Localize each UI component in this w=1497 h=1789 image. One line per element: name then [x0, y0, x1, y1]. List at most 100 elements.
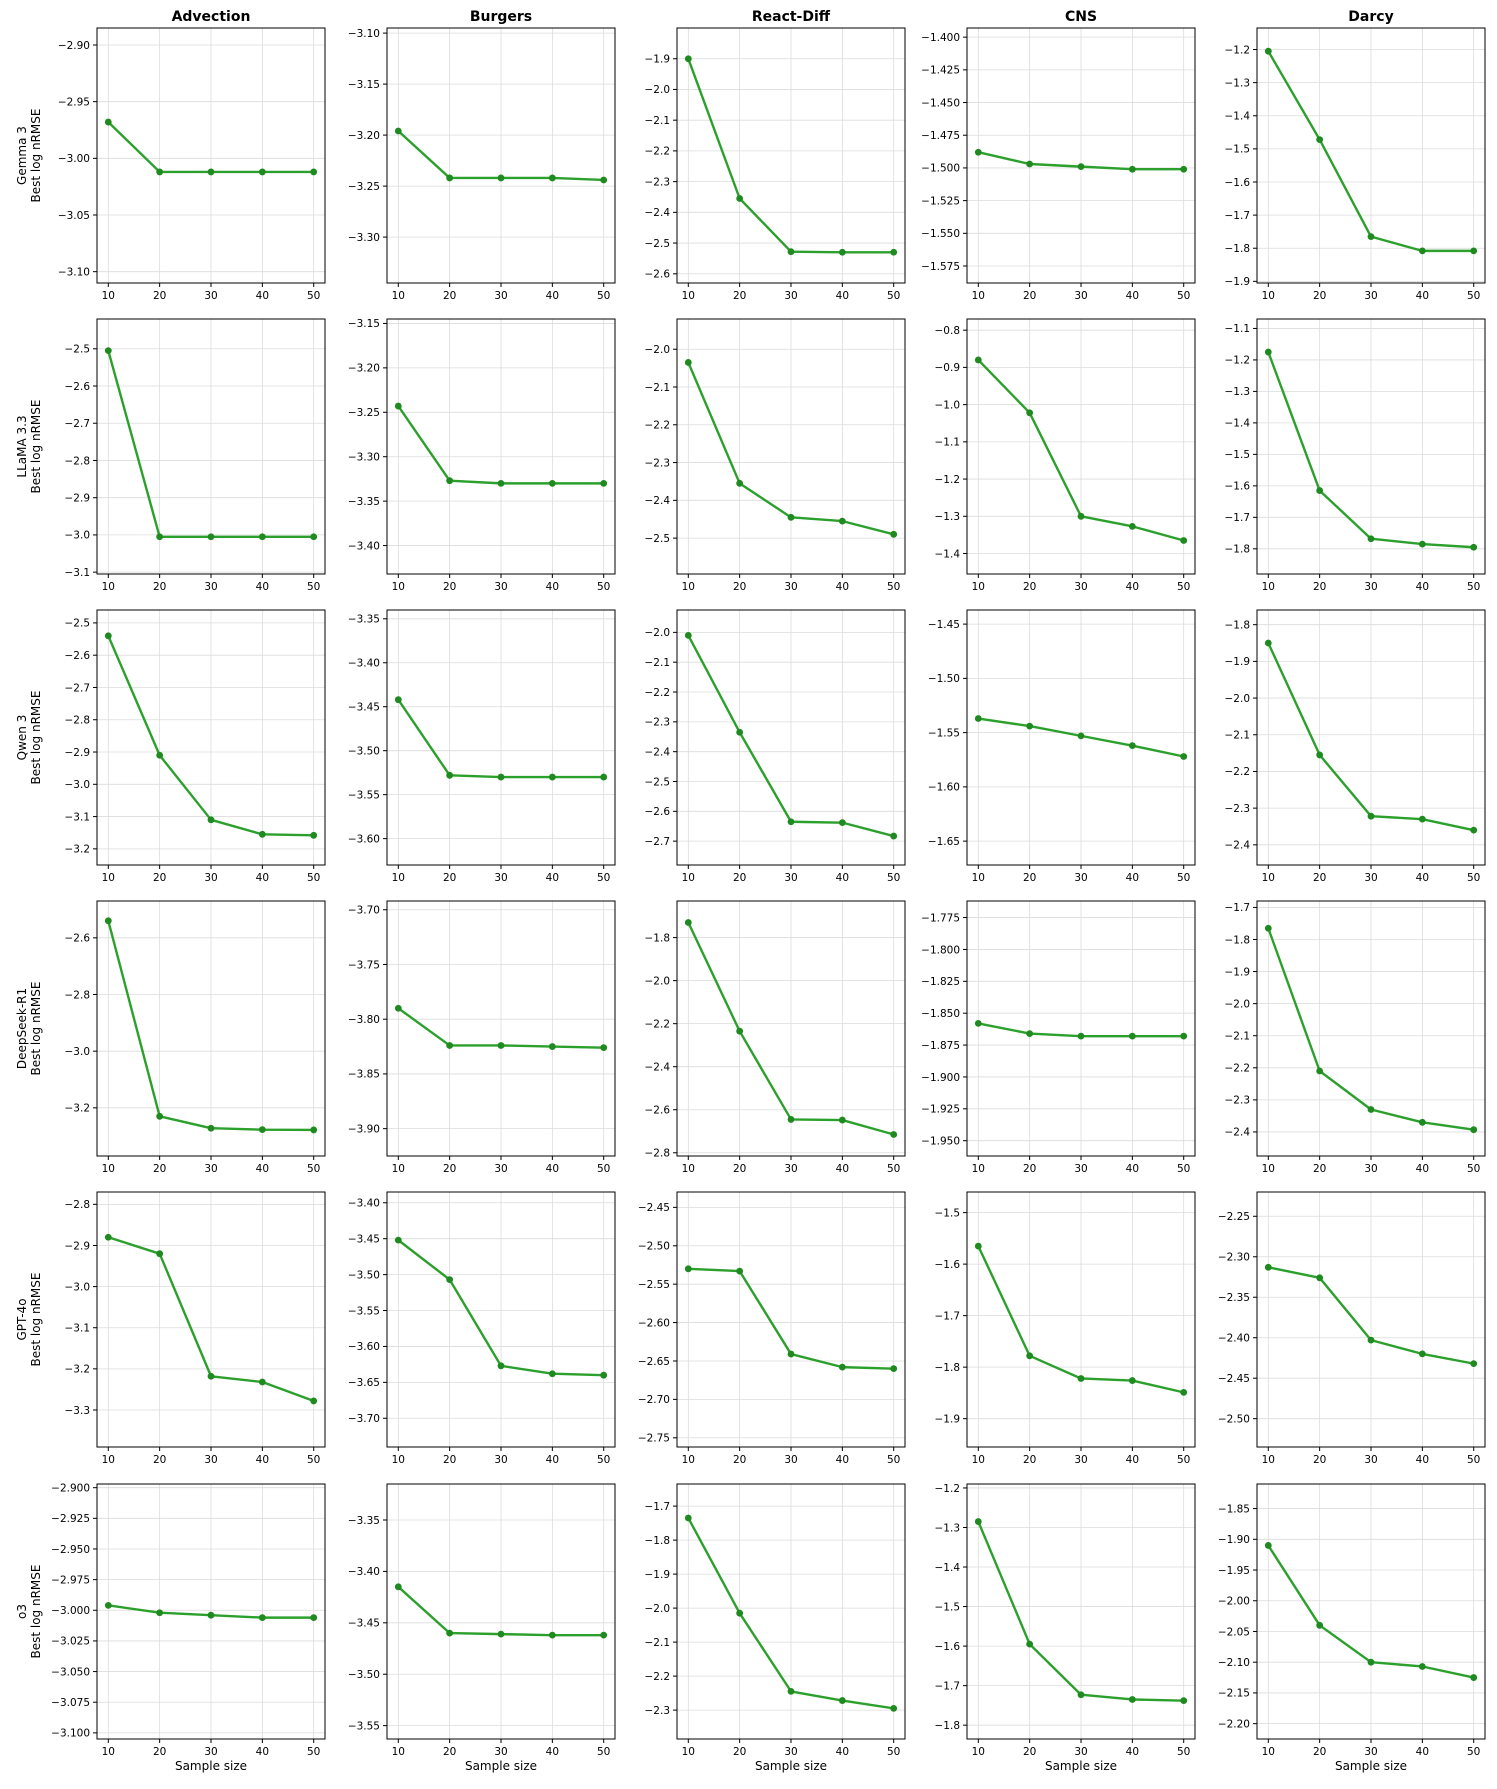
- data-point: [1026, 1640, 1034, 1648]
- y-tick-label: −2.0: [645, 1603, 671, 1615]
- x-tick-label: 10: [392, 872, 405, 884]
- data-point: [684, 919, 692, 926]
- data-point: [104, 118, 112, 126]
- y-tick-label: −2.2: [645, 1018, 671, 1030]
- data-point: [394, 1236, 402, 1244]
- y-tick-label: −1.7: [935, 1680, 961, 1692]
- data-point: [1180, 1388, 1188, 1396]
- x-tick-label: 40: [1126, 581, 1139, 593]
- y-tick-label: −1.8: [645, 1535, 671, 1547]
- x-tick-label: 10: [102, 1163, 115, 1175]
- y-tick-label: −2.90: [58, 40, 90, 52]
- y-tick-label: −2.9: [65, 747, 91, 759]
- data-point: [890, 1365, 898, 1373]
- x-tick-label: 10: [682, 1746, 695, 1758]
- data-point: [156, 1250, 164, 1258]
- y-tick-label: −1.3: [1225, 386, 1251, 398]
- x-tick-label: 10: [102, 1746, 115, 1758]
- x-tick-label: 20: [443, 1746, 456, 1758]
- row-label-3: DeepSeek-R1 Best log nRMSE: [15, 982, 43, 1076]
- x-tick-label: 20: [1313, 581, 1326, 593]
- y-tick-label: −3.10: [348, 28, 380, 40]
- data-point: [890, 1131, 898, 1138]
- x-tick-label: 50: [597, 290, 610, 302]
- data-point: [890, 1705, 898, 1712]
- x-tick-label: 40: [1416, 581, 1429, 593]
- y-tick-label: −2.0: [645, 84, 671, 96]
- x-tick-label: 40: [1126, 1746, 1139, 1758]
- x-tick-label: 40: [256, 581, 269, 593]
- x-tick-label: 30: [494, 290, 507, 302]
- y-tick-label: −3.25: [348, 407, 380, 419]
- y-tick-label: −2.1: [1225, 730, 1251, 742]
- y-tick-label: −1.575: [921, 261, 960, 273]
- data-point: [310, 831, 318, 839]
- y-tick-label: −1.9: [645, 1569, 671, 1581]
- data-point: [1026, 1030, 1034, 1037]
- x-tick-label: 30: [494, 872, 507, 884]
- data-point: [1264, 639, 1272, 647]
- y-tick-label: −2.4: [645, 1061, 671, 1073]
- y-tick-label: −3.2: [65, 1103, 91, 1115]
- y-tick-label: −2.3: [645, 717, 671, 729]
- data-point: [394, 1583, 402, 1591]
- y-tick-label: −2.950: [51, 1544, 90, 1556]
- x-tick-label: 50: [307, 581, 320, 593]
- data-point: [1128, 1377, 1136, 1384]
- x-tick-label: 10: [972, 1163, 985, 1175]
- x-tick-label: 20: [733, 872, 746, 884]
- y-tick-label: −2.40: [1218, 1333, 1250, 1345]
- x-tick-label: 10: [1262, 1454, 1275, 1466]
- x-tick-label: 20: [1313, 290, 1326, 302]
- subplot-gpt-4o-darcy: −2.25 −2.30 −2.35 −2.40 −2.45 −2.50 10 20 30 40 50: [1218, 1191, 1486, 1466]
- data-point: [258, 168, 266, 176]
- y-tick-label: −3.0: [65, 1281, 91, 1293]
- x-tick-label: 50: [1467, 1454, 1480, 1466]
- data-point: [310, 533, 318, 541]
- y-tick-label: −2.2: [645, 146, 671, 158]
- y-tick-label: −3.75: [348, 959, 380, 971]
- y-tick-label: −3.70: [348, 905, 380, 917]
- y-tick-label: −2.2: [645, 420, 671, 432]
- x-tick-label: 20: [443, 872, 456, 884]
- subplot-qwen-3-cns: −1.45 −1.50 −1.55 −1.60 −1.65 10 20 30 40 50: [928, 609, 1196, 884]
- y-tick-label: −2.5: [645, 533, 671, 545]
- data-point: [1367, 1336, 1375, 1344]
- x-tick-label: 20: [1313, 872, 1326, 884]
- y-tick-label: −1.8: [1225, 243, 1251, 255]
- x-tick-label: 50: [1467, 872, 1480, 884]
- y-tick-label: −2.2: [645, 1671, 671, 1683]
- x-tick-label: 40: [256, 1746, 269, 1758]
- x-tick-label: 40: [546, 1746, 559, 1758]
- data-point: [394, 1004, 402, 1012]
- y-tick-label: −2.2: [1225, 1063, 1251, 1075]
- x-tick-label: 50: [887, 872, 900, 884]
- x-tick-label: 30: [1364, 872, 1377, 884]
- x-tick-label: 50: [307, 1454, 320, 1466]
- data-point: [394, 402, 402, 410]
- x-tick-label: 30: [204, 1163, 217, 1175]
- data-point: [1077, 163, 1085, 171]
- data-point: [548, 174, 556, 182]
- x-tick-label: 50: [1177, 290, 1190, 302]
- y-tick-label: −3.55: [348, 789, 380, 801]
- x-tick-label: 50: [887, 581, 900, 593]
- x-tick-label: 40: [836, 1746, 849, 1758]
- y-tick-label: −2.50: [1218, 1413, 1250, 1425]
- y-tick-label: −2.1: [645, 382, 671, 394]
- y-tick-label: −3.45: [348, 1233, 380, 1245]
- x-tick-label: 30: [1364, 1163, 1377, 1175]
- y-tick-label: −2.3: [645, 457, 671, 469]
- y-tick-label: −3.55: [348, 1305, 380, 1317]
- y-tick-label: −1.4: [1225, 418, 1251, 430]
- x-tick-label: 30: [1364, 290, 1377, 302]
- data-point: [207, 816, 215, 824]
- data-point: [156, 1112, 164, 1120]
- y-tick-label: −1.7: [1225, 512, 1251, 524]
- data-point: [736, 479, 744, 487]
- data-point: [974, 148, 982, 156]
- x-tick-label: 30: [1074, 290, 1087, 302]
- y-tick-label: −2.3: [1225, 1095, 1251, 1107]
- x-tick-label: 10: [682, 290, 695, 302]
- y-tick-label: −1.1: [1225, 323, 1251, 335]
